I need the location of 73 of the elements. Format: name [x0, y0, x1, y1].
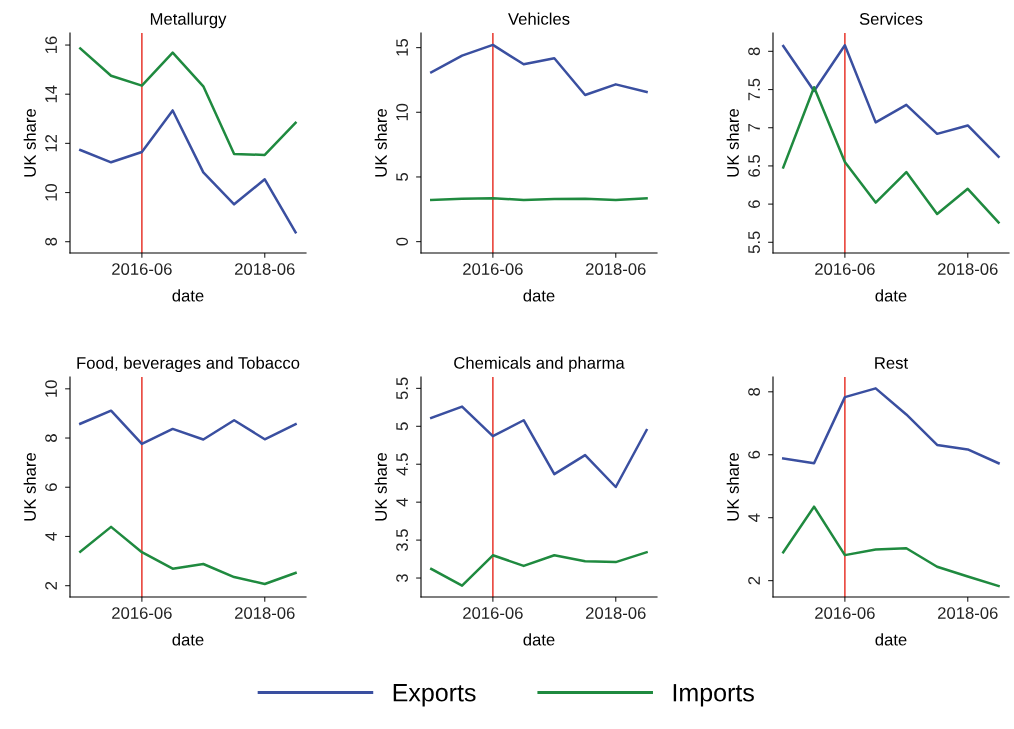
chart-title: Food, beverages and Tobacco: [77, 356, 300, 373]
x-axis-title: date: [172, 633, 204, 646]
y-tick-label: 4.5: [396, 453, 408, 476]
x-tick-label: 2016-06: [463, 607, 523, 619]
y-axis-title: UK share: [23, 109, 36, 177]
y-axis-title: UK share: [726, 109, 739, 177]
y-tick-label: 6: [45, 483, 57, 492]
line-series: [79, 409, 297, 446]
chart-title: Chemicals and pharma: [454, 356, 625, 373]
y-tick-label: 5.5: [748, 231, 760, 254]
line-series: [782, 85, 1000, 224]
y-tick-label: 7: [748, 123, 760, 132]
y-tick-label: 3.5: [396, 529, 408, 552]
x-tick-label: 2018-06: [235, 607, 295, 619]
line-series: [79, 525, 297, 586]
x-tick-label: 2016-06: [463, 263, 523, 275]
chart-title: Rest: [875, 357, 909, 369]
legend-label: Imports: [673, 684, 754, 707]
line-series: [79, 47, 297, 157]
x-tick-label: 2018-06: [586, 607, 646, 619]
y-tick-label: 16: [45, 36, 57, 54]
chart-title: Services: [859, 12, 923, 25]
y-axis-title: UK share: [726, 453, 739, 521]
y-tick-label: 6.5: [748, 155, 760, 177]
y-axis-title: UK share: [23, 453, 36, 521]
y-tick-label: 5: [396, 422, 408, 431]
line-series: [430, 43, 648, 97]
y-tick-label: 8: [45, 434, 57, 442]
x-tick-label: 2018-06: [938, 263, 998, 275]
legend-label: Exports: [393, 684, 476, 707]
y-tick-label: 2: [748, 576, 760, 585]
y-tick-label: 15: [396, 39, 408, 56]
y-tick-label: 8: [748, 47, 760, 56]
y-tick-label: 7.5: [748, 78, 760, 101]
y-tick-label: 12: [45, 134, 57, 152]
x-tick-label: 2016-06: [815, 263, 875, 275]
chart-title: Vehicles: [508, 12, 570, 25]
line-series: [782, 387, 1000, 465]
x-tick-label: 2016-06: [112, 607, 172, 619]
x-axis-title: date: [875, 289, 907, 302]
y-tick-label: 5.5: [396, 377, 408, 400]
x-tick-label: 2016-06: [112, 263, 172, 275]
x-tick-label: 2016-06: [815, 607, 875, 619]
y-tick-label: 10: [396, 103, 408, 121]
line-series: [430, 405, 648, 489]
y-axis-title: UK share: [374, 453, 387, 521]
y-tick-label: 3: [396, 574, 408, 583]
y-tick-label: 4: [45, 532, 57, 541]
x-tick-label: 2018-06: [586, 263, 646, 275]
chart-title: Metallurgy: [150, 12, 227, 29]
y-tick-label: 2: [45, 581, 57, 590]
y-tick-label: 6: [748, 200, 760, 208]
y-tick-label: 5: [396, 173, 408, 181]
y-tick-label: 10: [45, 380, 57, 397]
y-tick-label: 4: [396, 498, 408, 507]
x-axis-title: date: [172, 289, 204, 302]
x-axis-title: date: [523, 289, 555, 302]
y-tick-label: 0: [396, 237, 408, 246]
x-axis-title: date: [523, 633, 555, 646]
x-tick-label: 2018-06: [235, 263, 295, 275]
line-series: [430, 550, 648, 587]
y-axis-title: UK share: [374, 109, 387, 177]
line-series: [782, 43, 1000, 158]
y-tick-label: 8: [748, 387, 760, 396]
y-tick-label: 14: [45, 85, 57, 103]
y-tick-label: 10: [45, 183, 57, 201]
y-tick-label: 8: [45, 237, 57, 246]
line-series: [79, 109, 297, 234]
y-tick-label: 4: [748, 513, 760, 522]
x-tick-label: 2018-06: [938, 607, 998, 619]
x-axis-title: date: [875, 633, 907, 646]
line-series: [782, 505, 1000, 588]
y-tick-label: 6: [748, 450, 760, 459]
